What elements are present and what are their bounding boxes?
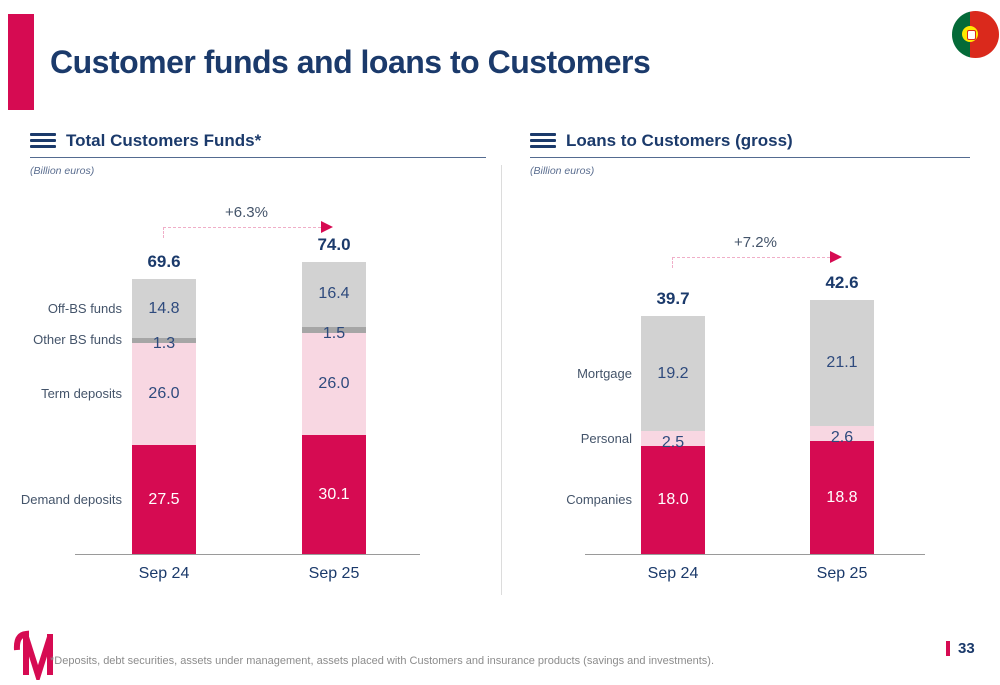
- bar-segment: [641, 431, 705, 447]
- left-growth-arrow-line: [163, 227, 321, 228]
- right-chart-title: Loans to Customers (gross): [566, 130, 793, 150]
- category-label: Sep 24: [138, 565, 190, 582]
- right-growth-label: +7.2%: [734, 234, 777, 251]
- segment-value-label: 1.3: [152, 335, 176, 353]
- left-unit-label: (Billion euros): [30, 165, 95, 177]
- page-number: 33: [958, 640, 975, 657]
- total-label: 39.7: [656, 289, 690, 309]
- left-chart-header: Total Customers Funds* (Billion euros): [30, 130, 486, 177]
- bar-segment: [302, 332, 366, 436]
- total-label: 74.0: [317, 235, 351, 254]
- series-label: Other BS funds: [33, 332, 122, 348]
- series-label: Off-BS funds: [47, 300, 122, 316]
- category-label: Sep 24: [647, 565, 699, 582]
- segment-value-label: 2.6: [830, 428, 854, 446]
- segment-value-label: 16.4: [318, 285, 350, 303]
- portugal-flag-icon: [952, 11, 999, 58]
- bar-segment: [132, 279, 196, 338]
- total-label: 42.6: [825, 272, 859, 292]
- hamburger-lines-icon: [530, 130, 556, 151]
- panel-divider: [501, 165, 502, 595]
- segment-value-label: 1.5: [322, 324, 346, 342]
- right-arrow-elbow: [672, 257, 673, 268]
- left-x-axis: [75, 554, 420, 555]
- segment-value-label: 14.8: [148, 299, 180, 317]
- bar-segment: [132, 445, 196, 554]
- bar-segment: [641, 316, 705, 432]
- bar-segment: [302, 326, 366, 333]
- footnote: *Deposits, debt securities, assets under…: [50, 655, 714, 667]
- bar-segment: [810, 441, 874, 554]
- segment-value-label: 27.5: [148, 490, 180, 508]
- left-arrow-elbow: [163, 227, 164, 238]
- segment-value-label: 19.2: [657, 364, 689, 382]
- segment-value-label: 18.8: [826, 488, 858, 506]
- series-label: Demand deposits: [20, 491, 122, 507]
- left-chart-title: Total Customers Funds*: [66, 130, 262, 150]
- series-label: Companies: [566, 492, 632, 508]
- series-label: Personal: [580, 430, 632, 446]
- millennium-m-logo: [13, 630, 53, 680]
- left-header-rule: [30, 157, 486, 158]
- bar-segment: [132, 342, 196, 446]
- left-growth-label: +6.3%: [225, 204, 268, 221]
- right-growth-arrow-line: [672, 257, 830, 258]
- page-number-tick: [946, 641, 950, 656]
- series-label: Term deposits: [41, 386, 122, 402]
- series-label: Mortgage: [577, 365, 632, 381]
- left-arrow-head-icon: [321, 221, 333, 233]
- bar-segment: [302, 435, 366, 554]
- total-label: 69.6: [147, 252, 181, 272]
- bar-segment: [810, 299, 874, 426]
- right-x-axis: [585, 554, 925, 555]
- bar-segment: [302, 262, 366, 327]
- category-label: Sep 25: [816, 565, 868, 582]
- segment-value-label: 2.5: [661, 433, 685, 451]
- segment-value-label: 26.0: [148, 385, 180, 403]
- segment-value-label: 18.0: [657, 491, 689, 509]
- flag-shield: [967, 30, 976, 40]
- bar-segment: [810, 425, 874, 442]
- right-arrow-head-icon: [830, 251, 842, 263]
- title-accent-bar: [8, 14, 34, 110]
- bar-segment: [641, 446, 705, 554]
- page-indicator: 33: [946, 640, 975, 657]
- right-unit-label: (Billion euros): [530, 165, 595, 177]
- right-header-rule: [530, 157, 970, 158]
- bar-segment: [132, 337, 196, 343]
- segment-value-label: 26.0: [318, 374, 350, 392]
- page-title: Customer funds and loans to Customers: [50, 44, 651, 80]
- segment-value-label: 30.1: [318, 485, 350, 503]
- segment-value-label: 21.1: [826, 353, 858, 371]
- flag-green-field: [952, 11, 970, 58]
- right-chart-header: Loans to Customers (gross) (Billion euro…: [530, 130, 970, 177]
- category-label: Sep 25: [308, 565, 360, 582]
- hamburger-lines-icon: [30, 130, 56, 151]
